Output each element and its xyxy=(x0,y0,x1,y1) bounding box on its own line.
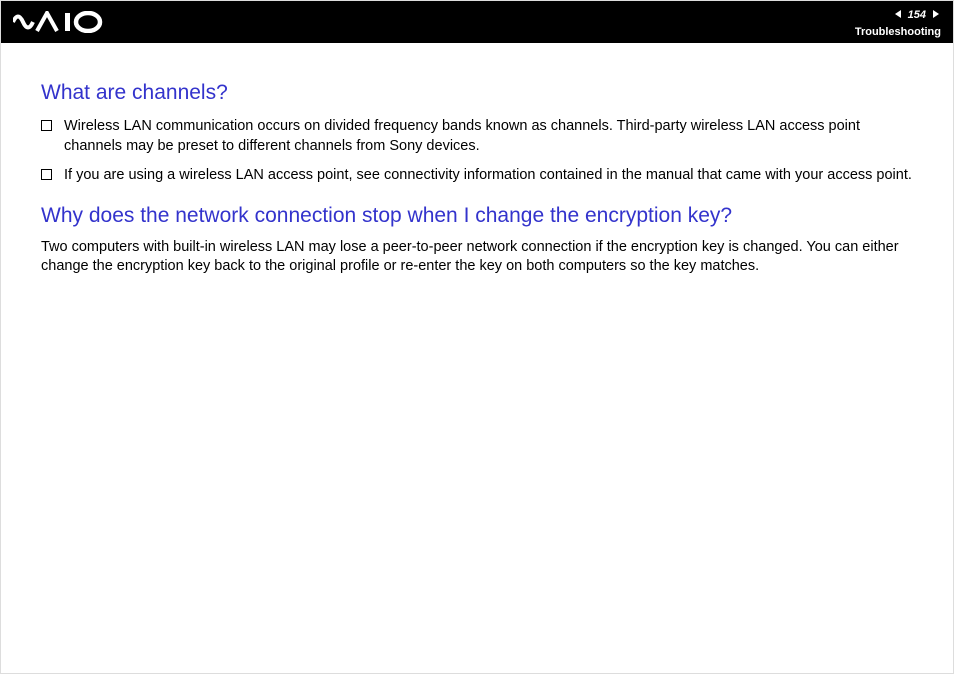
header-bar: 154 Troubleshooting xyxy=(1,1,953,43)
bullet-text: Wireless LAN communication occurs on div… xyxy=(64,117,913,156)
heading-encryption: Why does the network connection stop whe… xyxy=(41,204,913,228)
page-content: What are channels? Wireless LAN communic… xyxy=(1,43,953,277)
square-bullet-icon xyxy=(41,169,52,180)
page-number: 154 xyxy=(905,9,929,21)
body-paragraph: Two computers with built-in wireless LAN… xyxy=(41,238,913,277)
next-page-arrow-icon[interactable] xyxy=(931,6,941,24)
vaio-logo xyxy=(13,9,111,35)
list-item: Wireless LAN communication occurs on div… xyxy=(41,117,913,156)
bullet-text: If you are using a wireless LAN access p… xyxy=(64,166,912,186)
heading-channels: What are channels? xyxy=(41,81,913,105)
square-bullet-icon xyxy=(41,120,52,131)
header-right: 154 Troubleshooting xyxy=(855,6,941,38)
list-item: If you are using a wireless LAN access p… xyxy=(41,166,913,186)
section-label: Troubleshooting xyxy=(855,26,941,38)
page-nav: 154 xyxy=(893,6,941,24)
bullet-list: Wireless LAN communication occurs on div… xyxy=(41,117,913,186)
prev-page-arrow-icon[interactable] xyxy=(893,6,903,24)
